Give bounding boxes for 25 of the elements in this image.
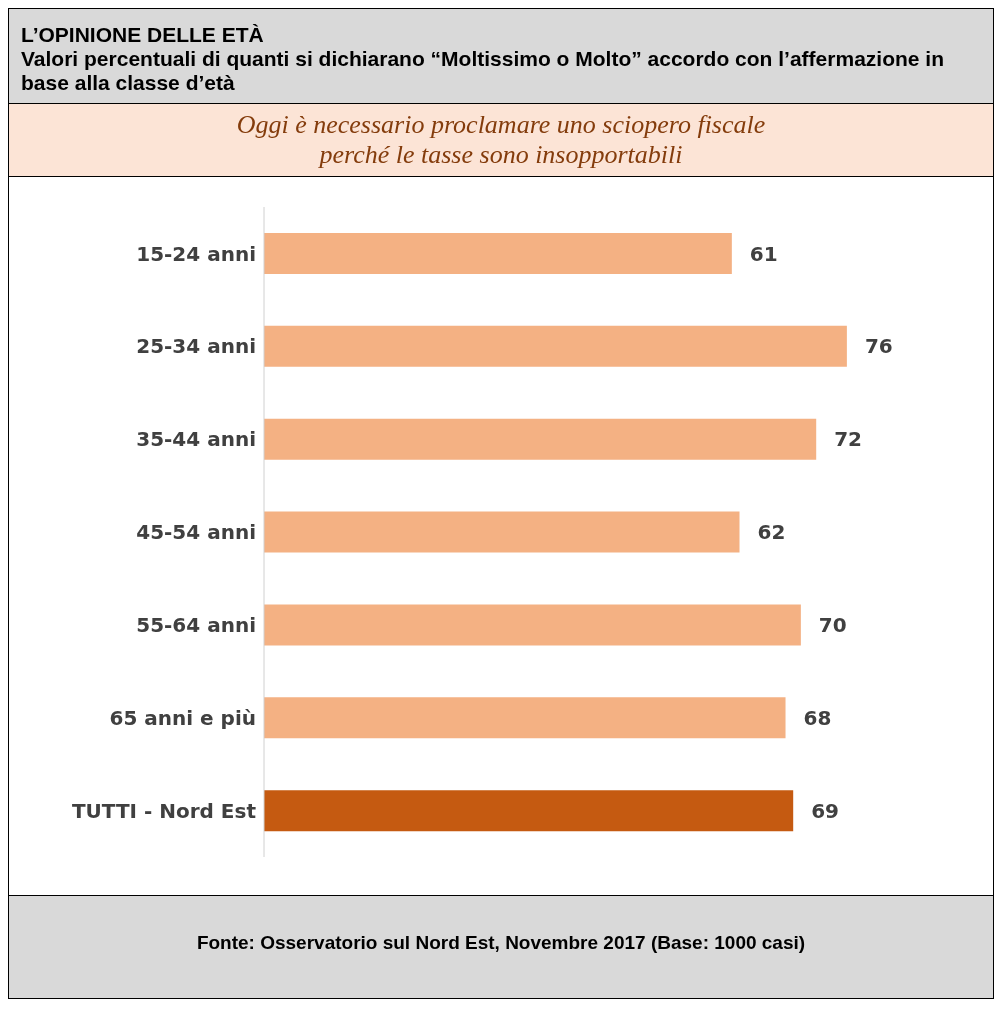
y-tick-label: 25-34 anni [136,334,256,359]
data-label: 61 [749,241,778,266]
y-tick-label: 55-64 anni [136,612,256,637]
chart-subtitle: Valori percentuali di quanti si dichiarano “Moltissimo o Molto” accordo con l’affermazione in base alla classe d’età [21,47,945,95]
data-label: 62 [757,520,786,545]
bar [264,697,786,739]
bar [264,604,801,646]
chart-title: L’OPINIONE DELLE ETÀ [21,23,265,47]
data-label: 72 [834,427,863,452]
y-tick-label: TUTTI - Nord Est [71,798,257,823]
source-note: Fonte: Osservatorio sul Nord Est, Novembre 2017 (Base: 1000 casi) [9,896,993,998]
y-tick-label: 65 anni e più [109,705,256,730]
y-tick-label: 15-24 anni [136,241,256,266]
data-label: 68 [803,705,832,730]
data-label: 76 [864,334,893,359]
bar [264,233,732,274]
bar [264,511,740,553]
text: Oggi è necessario proclamare uno sciopero fiscale perché le tasse sono insopportabili [9,104,993,177]
y-tick-label: 35-44 anni [136,427,256,452]
bar [264,325,847,367]
y-tick-label: 45-54 anni [136,520,256,545]
bar [264,790,794,832]
data-label: 70 [818,613,847,638]
data-label: 69 [811,798,840,823]
bar [264,418,817,460]
